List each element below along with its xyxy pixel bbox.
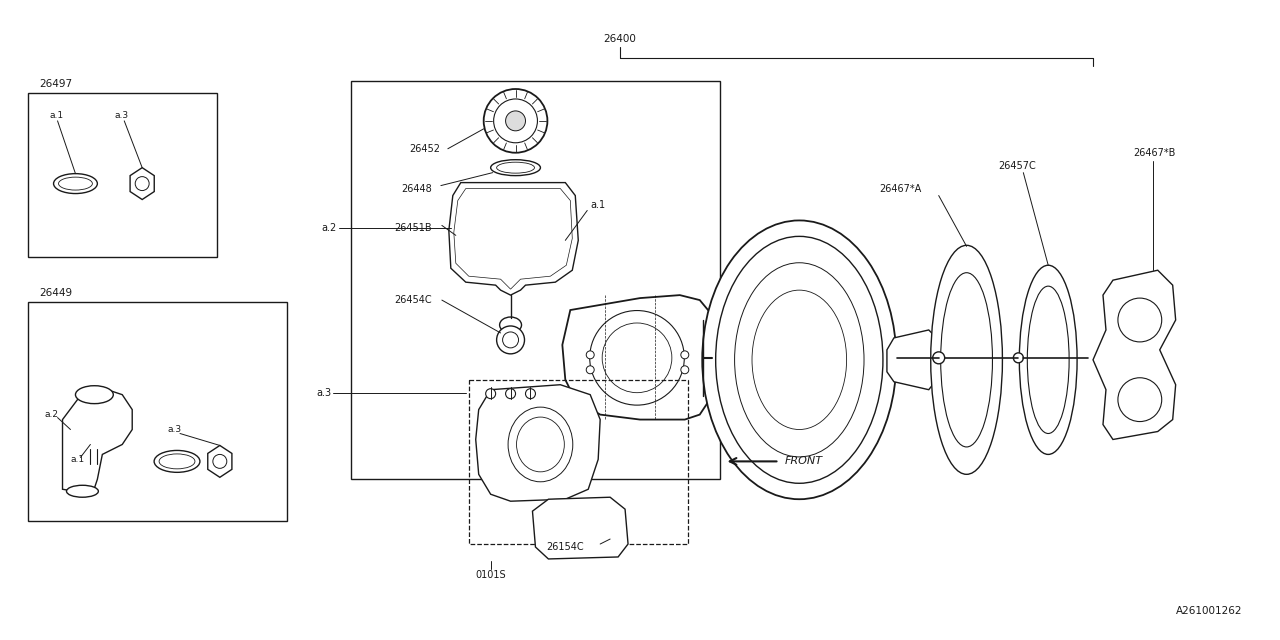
Ellipse shape	[497, 162, 535, 173]
Ellipse shape	[941, 273, 992, 447]
Text: 0101S: 0101S	[475, 570, 506, 580]
Polygon shape	[63, 390, 132, 494]
Circle shape	[586, 351, 594, 359]
Circle shape	[136, 177, 150, 191]
Text: 26448: 26448	[401, 184, 431, 193]
Text: a.3: a.3	[114, 111, 128, 120]
Text: a.3: a.3	[168, 425, 182, 434]
Polygon shape	[207, 445, 232, 477]
Circle shape	[212, 454, 227, 468]
Ellipse shape	[1019, 265, 1076, 454]
Ellipse shape	[59, 177, 92, 190]
Polygon shape	[476, 385, 600, 501]
Text: a.2: a.2	[321, 223, 337, 234]
Polygon shape	[887, 330, 938, 390]
Text: 26454C: 26454C	[394, 295, 431, 305]
Ellipse shape	[159, 454, 195, 469]
Circle shape	[506, 388, 516, 399]
Text: a.2: a.2	[45, 410, 59, 419]
Text: 26467*B: 26467*B	[1133, 148, 1175, 157]
Text: 26467*A: 26467*A	[879, 184, 922, 193]
Text: a.3: a.3	[316, 388, 332, 397]
Text: 26451B: 26451B	[394, 223, 431, 234]
Text: FRONT: FRONT	[785, 456, 822, 467]
Ellipse shape	[54, 173, 97, 193]
Circle shape	[526, 388, 535, 399]
Text: 26154C: 26154C	[547, 542, 584, 552]
Ellipse shape	[67, 485, 99, 497]
Ellipse shape	[154, 451, 200, 472]
Ellipse shape	[716, 236, 883, 483]
Circle shape	[586, 366, 594, 374]
Text: A261001262: A261001262	[1176, 605, 1243, 616]
Circle shape	[681, 351, 689, 359]
Text: 26457C: 26457C	[998, 161, 1037, 171]
Bar	[28, 93, 216, 257]
Bar	[351, 81, 719, 479]
Circle shape	[497, 326, 525, 354]
Bar	[468, 380, 687, 544]
Text: 26400: 26400	[604, 34, 636, 44]
Polygon shape	[449, 182, 579, 295]
Ellipse shape	[1028, 286, 1069, 433]
Ellipse shape	[931, 245, 1002, 474]
Polygon shape	[532, 497, 628, 559]
Circle shape	[1117, 378, 1162, 422]
Circle shape	[1117, 298, 1162, 342]
Circle shape	[681, 366, 689, 374]
Circle shape	[933, 352, 945, 364]
Ellipse shape	[490, 160, 540, 175]
Text: a.1: a.1	[50, 111, 64, 120]
Circle shape	[484, 89, 548, 153]
Bar	[28, 302, 287, 521]
Text: 26449: 26449	[40, 288, 73, 298]
Circle shape	[494, 99, 538, 143]
Text: 26497: 26497	[40, 79, 73, 89]
Polygon shape	[131, 168, 155, 200]
Ellipse shape	[499, 317, 521, 333]
Polygon shape	[1093, 270, 1175, 440]
Ellipse shape	[76, 386, 114, 404]
Circle shape	[1014, 353, 1023, 363]
Circle shape	[506, 111, 526, 131]
Circle shape	[503, 332, 518, 348]
Text: 26452: 26452	[410, 144, 440, 154]
Text: a.1: a.1	[590, 200, 605, 211]
Ellipse shape	[703, 220, 896, 499]
Circle shape	[485, 388, 495, 399]
Polygon shape	[562, 295, 712, 420]
Text: a.1: a.1	[70, 455, 84, 464]
